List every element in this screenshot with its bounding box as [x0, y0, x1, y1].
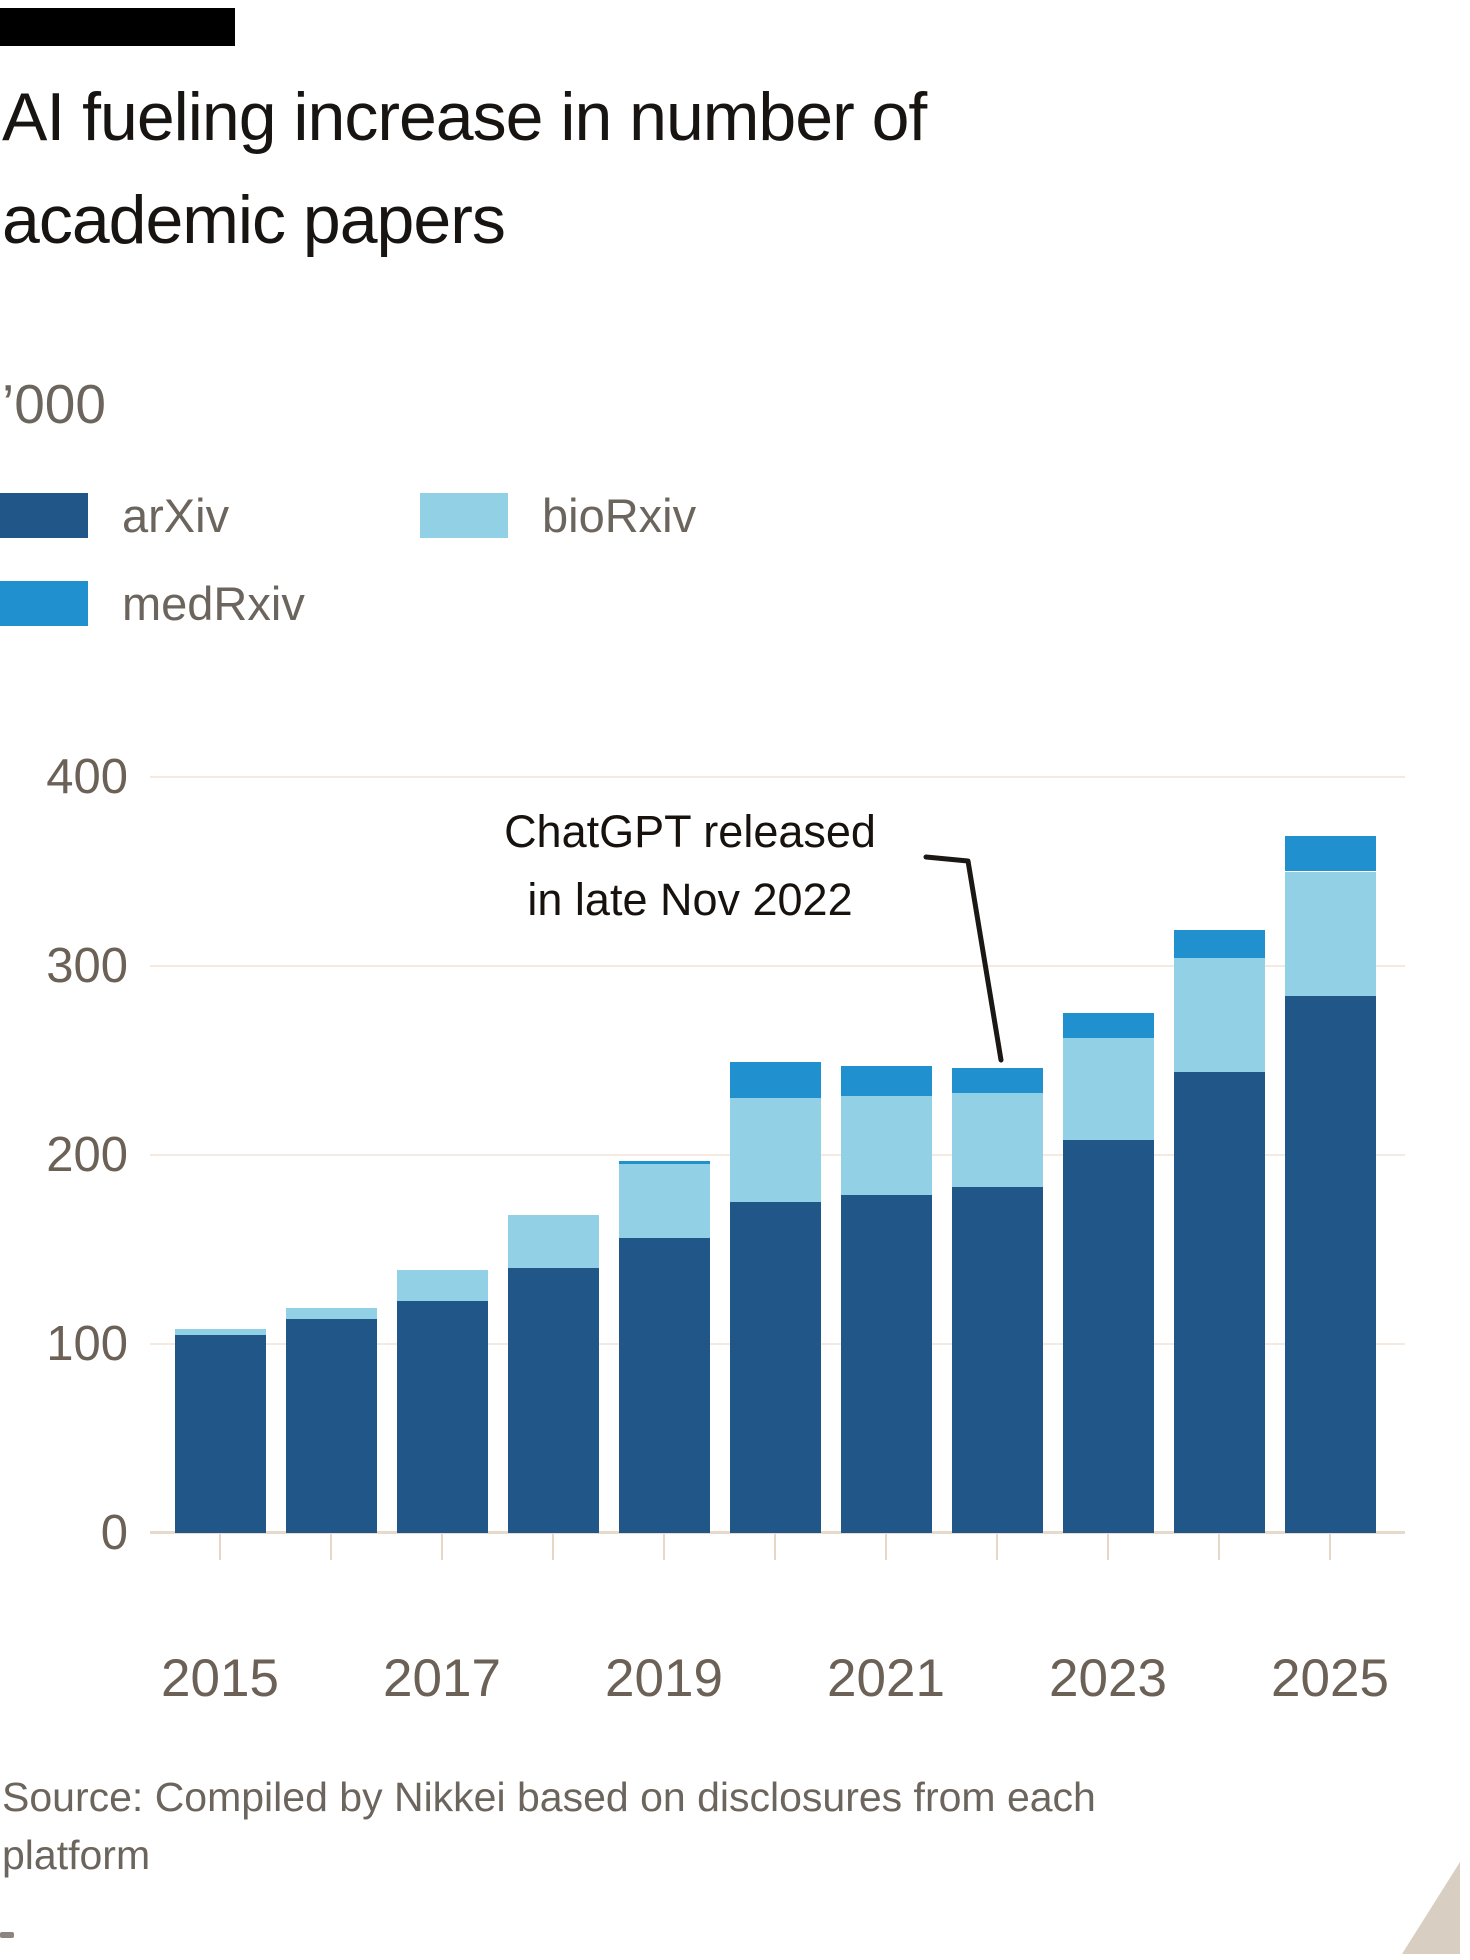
- bar-2024-medrxiv-segment: [1173, 930, 1265, 959]
- x-axis-label-2019: 2019: [605, 1649, 723, 1708]
- bar-2018-biorxiv-segment: [507, 1215, 599, 1269]
- bar-2017-arxiv-segment: [396, 1300, 488, 1533]
- bar-2019-arxiv-segment: [618, 1238, 710, 1533]
- x-axis-tick-2021: [885, 1534, 887, 1560]
- corner-fold-triangle-icon: [1402, 1862, 1460, 1954]
- y-axis-unit-label: ’000: [2, 373, 106, 435]
- x-axis-tick-2015: [219, 1534, 221, 1560]
- bar-2025-biorxiv-segment: [1284, 871, 1376, 997]
- chart-annotation-line1: ChatGPT released: [504, 806, 876, 857]
- source-credit-line2: platform: [2, 1832, 151, 1878]
- x-axis-label-2023: 2023: [1049, 1649, 1167, 1708]
- bar-2025-medrxiv-segment: [1284, 835, 1376, 872]
- bar-2023-medrxiv-segment: [1062, 1013, 1154, 1038]
- legend-swatch-medrxiv: [0, 581, 88, 626]
- x-axis-label-2017: 2017: [383, 1649, 501, 1708]
- x-axis-tick-2016: [330, 1534, 332, 1560]
- bar-2022-arxiv-segment: [951, 1187, 1043, 1533]
- legend-label-arxiv: arXiv: [122, 489, 230, 542]
- gridline-400: [150, 776, 1405, 778]
- legend-label-biorxiv: bioRxiv: [542, 489, 697, 542]
- kicker-bar: [0, 8, 235, 46]
- page-title-line1: AI fueling increase in number of: [2, 79, 927, 155]
- legend-item-medrxiv: medRxiv: [0, 576, 305, 631]
- y-axis-label-100: 100: [46, 1317, 128, 1371]
- legend-item-arxiv: arXiv: [0, 488, 229, 543]
- bar-2017-biorxiv-segment: [396, 1270, 488, 1301]
- bar-2020-biorxiv-segment: [729, 1098, 821, 1203]
- legend-label-medrxiv: medRxiv: [122, 577, 305, 630]
- legend-swatch-arxiv: [0, 493, 88, 538]
- bar-2023-biorxiv-segment: [1062, 1037, 1154, 1140]
- x-axis-tick-2023: [1107, 1534, 1109, 1560]
- bar-2016-biorxiv-segment: [285, 1308, 377, 1320]
- x-axis-tick-2025: [1329, 1534, 1331, 1560]
- x-axis-tick-2018: [552, 1534, 554, 1560]
- bar-2021-arxiv-segment: [840, 1194, 932, 1533]
- legend-swatch-biorxiv: [420, 493, 508, 538]
- page-title: AI fueling increase in number of academi…: [2, 66, 1102, 272]
- x-axis-tick-2022: [996, 1534, 998, 1560]
- bar-2019-biorxiv-segment: [618, 1164, 710, 1239]
- bar-2015-arxiv-segment: [174, 1334, 266, 1533]
- bar-2023-arxiv-segment: [1062, 1139, 1154, 1533]
- bar-2025-arxiv-segment: [1284, 996, 1376, 1533]
- x-axis-label-2021: 2021: [827, 1649, 945, 1708]
- x-axis-tick-2020: [774, 1534, 776, 1560]
- chart-annotation-line2: in late Nov 2022: [527, 874, 853, 925]
- y-axis-label-400: 400: [46, 750, 128, 804]
- bar-2022-biorxiv-segment: [951, 1092, 1043, 1188]
- x-axis-label-2015: 2015: [161, 1649, 279, 1708]
- bar-2016-arxiv-segment: [285, 1319, 377, 1533]
- source-credit-line1: Source: Compiled by Nikkei based on disc…: [2, 1774, 1096, 1820]
- page-title-line2: academic papers: [2, 182, 506, 258]
- bar-2019-medrxiv-segment: [618, 1160, 710, 1165]
- x-axis-tick-2017: [441, 1534, 443, 1560]
- bar-2015-biorxiv-segment: [174, 1328, 266, 1335]
- x-axis-tick-2019: [663, 1534, 665, 1560]
- bar-2024-arxiv-segment: [1173, 1071, 1265, 1533]
- x-axis-tick-2024: [1218, 1534, 1220, 1560]
- bar-2020-arxiv-segment: [729, 1202, 821, 1533]
- x-axis-label-2025: 2025: [1271, 1649, 1389, 1708]
- y-axis-label-300: 300: [46, 939, 128, 993]
- bar-2021-medrxiv-segment: [840, 1066, 932, 1097]
- bar-2021-biorxiv-segment: [840, 1096, 932, 1195]
- gridline-300: [150, 965, 1405, 967]
- legend-item-biorxiv: bioRxiv: [420, 488, 696, 543]
- cut-off-text-artifact: [0, 1932, 14, 1938]
- y-axis-label-0: 0: [100, 1506, 128, 1560]
- bar-2024-biorxiv-segment: [1173, 958, 1265, 1072]
- bar-2022-medrxiv-segment: [951, 1068, 1043, 1093]
- bar-2018-arxiv-segment: [507, 1268, 599, 1533]
- bar-2020-medrxiv-segment: [729, 1062, 821, 1099]
- y-axis-label-200: 200: [46, 1128, 128, 1182]
- chart-annotation: ChatGPT released in late Nov 2022: [340, 798, 1040, 934]
